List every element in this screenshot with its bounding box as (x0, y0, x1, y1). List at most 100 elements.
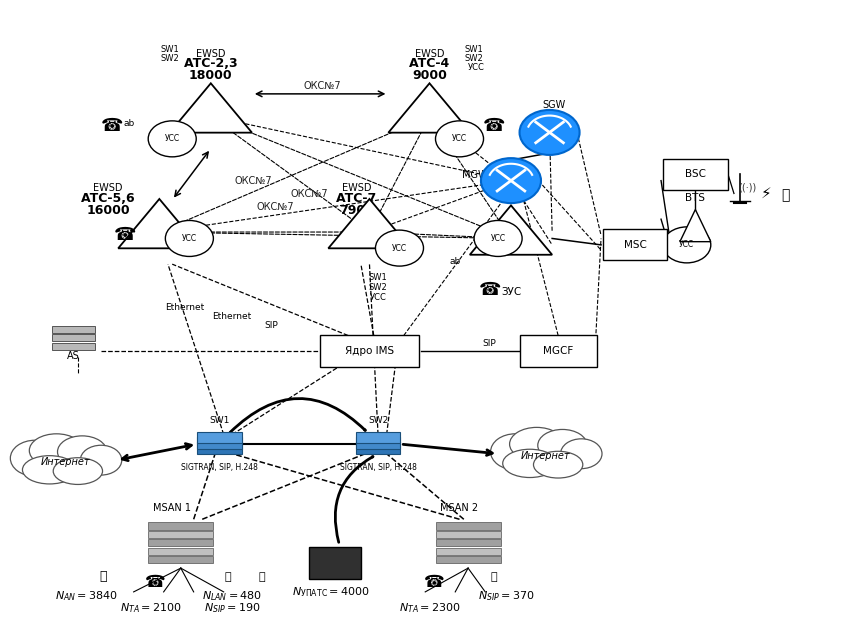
Text: ☎: ☎ (423, 573, 444, 591)
Text: SW1: SW1 (161, 45, 179, 54)
Ellipse shape (53, 458, 102, 484)
Text: ab: ab (124, 119, 135, 128)
Text: ☎: ☎ (483, 117, 505, 135)
Text: $N_{TA} = 2100$: $N_{TA} = 2100$ (119, 601, 182, 615)
Text: 💻: 💻 (490, 573, 497, 582)
Text: 7900: 7900 (339, 204, 374, 217)
Text: ☎: ☎ (478, 281, 501, 299)
Text: ☎: ☎ (101, 117, 124, 135)
Circle shape (165, 220, 213, 256)
Ellipse shape (561, 439, 602, 469)
Text: 9000: 9000 (412, 70, 447, 82)
Text: EWSD: EWSD (93, 184, 123, 193)
FancyBboxPatch shape (663, 159, 728, 189)
Text: $N_{TA} = 2300$: $N_{TA} = 2300$ (399, 601, 460, 615)
Text: Ethernet: Ethernet (213, 312, 252, 321)
Text: 🖨: 🖨 (100, 571, 107, 583)
Text: BSC: BSC (685, 169, 706, 179)
Text: ОКС№7: ОКС№7 (303, 81, 341, 91)
FancyBboxPatch shape (52, 334, 95, 341)
Circle shape (663, 227, 710, 263)
FancyBboxPatch shape (197, 437, 241, 449)
Text: MGW: MGW (462, 171, 488, 180)
Text: $N_{SIP} = 370$: $N_{SIP} = 370$ (478, 590, 535, 603)
Ellipse shape (22, 456, 76, 484)
FancyBboxPatch shape (320, 335, 419, 367)
Text: Интернет: Интернет (40, 457, 89, 467)
FancyArrowPatch shape (335, 457, 373, 542)
Text: ОКС№7: ОКС№7 (290, 189, 328, 199)
Text: $N_{LAN} = 480$: $N_{LAN} = 480$ (202, 590, 262, 603)
Text: ab: ab (143, 225, 154, 234)
FancyArrowPatch shape (230, 399, 365, 433)
Text: Ядро IMS: Ядро IMS (345, 346, 394, 356)
FancyBboxPatch shape (436, 547, 501, 554)
Text: SIP: SIP (264, 321, 277, 330)
Circle shape (520, 110, 580, 155)
FancyBboxPatch shape (309, 547, 361, 579)
FancyBboxPatch shape (149, 531, 213, 538)
Text: АТС-5,6: АТС-5,6 (81, 192, 135, 205)
Text: ОКС№7: ОКС№7 (235, 176, 272, 186)
Text: Ethernet: Ethernet (166, 303, 204, 312)
Ellipse shape (490, 434, 540, 470)
Text: SIGTRAN, SIP, H.248: SIGTRAN, SIP, H.248 (181, 464, 258, 473)
FancyBboxPatch shape (356, 437, 400, 449)
Text: SW1: SW1 (369, 273, 387, 282)
Text: SGW: SGW (542, 100, 565, 110)
Text: ЗУС: ЗУС (501, 287, 521, 297)
Text: $N_{\rm УПАТС} = 4000$: $N_{\rm УПАТС} = 4000$ (292, 585, 370, 599)
Circle shape (481, 158, 541, 203)
Text: УСС: УСС (490, 234, 506, 243)
Circle shape (375, 230, 423, 266)
FancyBboxPatch shape (149, 522, 213, 529)
Polygon shape (328, 199, 411, 249)
Text: 🖥: 🖥 (225, 573, 231, 582)
Text: SIGTRAN, SIP, H.248: SIGTRAN, SIP, H.248 (339, 464, 417, 473)
Text: ((·)): ((·)) (738, 182, 756, 192)
Text: EWSD: EWSD (342, 184, 371, 193)
FancyBboxPatch shape (52, 343, 95, 350)
FancyBboxPatch shape (197, 432, 241, 444)
Ellipse shape (533, 451, 582, 478)
Text: ☎: ☎ (144, 573, 166, 591)
Text: ☎: ☎ (114, 226, 137, 244)
FancyBboxPatch shape (520, 335, 597, 367)
Ellipse shape (81, 445, 122, 475)
Text: EWSD: EWSD (196, 48, 226, 59)
Circle shape (436, 121, 484, 157)
Text: ⚡: ⚡ (761, 186, 772, 201)
Text: ОКС№7: ОКС№7 (256, 202, 294, 211)
Text: $N_{SIP} = 190$: $N_{SIP} = 190$ (204, 601, 260, 615)
FancyBboxPatch shape (149, 556, 213, 563)
Text: MSAN 2: MSAN 2 (441, 503, 478, 513)
Text: Интернет: Интернет (521, 451, 570, 460)
Polygon shape (119, 199, 200, 249)
Text: АТС-7: АТС-7 (336, 192, 377, 205)
FancyBboxPatch shape (149, 547, 213, 554)
FancyBboxPatch shape (603, 229, 667, 260)
Ellipse shape (10, 440, 59, 476)
Text: BTS: BTS (685, 193, 705, 203)
Text: MGCF: MGCF (543, 346, 573, 356)
Text: УСС: УСС (392, 243, 407, 252)
Ellipse shape (509, 428, 564, 461)
Text: УСС: УСС (679, 240, 694, 249)
Text: SW2: SW2 (368, 416, 388, 425)
Text: УСС: УСС (182, 234, 197, 243)
FancyBboxPatch shape (356, 442, 400, 454)
Text: АТС-2,3: АТС-2,3 (184, 57, 238, 70)
Text: УСС: УСС (452, 135, 467, 144)
Polygon shape (680, 209, 710, 242)
FancyBboxPatch shape (149, 539, 213, 546)
Text: ab: ab (443, 114, 455, 123)
Ellipse shape (58, 436, 107, 468)
Polygon shape (388, 83, 471, 133)
FancyBboxPatch shape (197, 442, 241, 454)
Text: 💻: 💻 (259, 573, 265, 582)
Polygon shape (169, 83, 252, 133)
Ellipse shape (503, 450, 557, 477)
Text: УСС: УСС (369, 292, 387, 301)
Text: 18000: 18000 (189, 70, 233, 82)
Polygon shape (470, 205, 552, 255)
